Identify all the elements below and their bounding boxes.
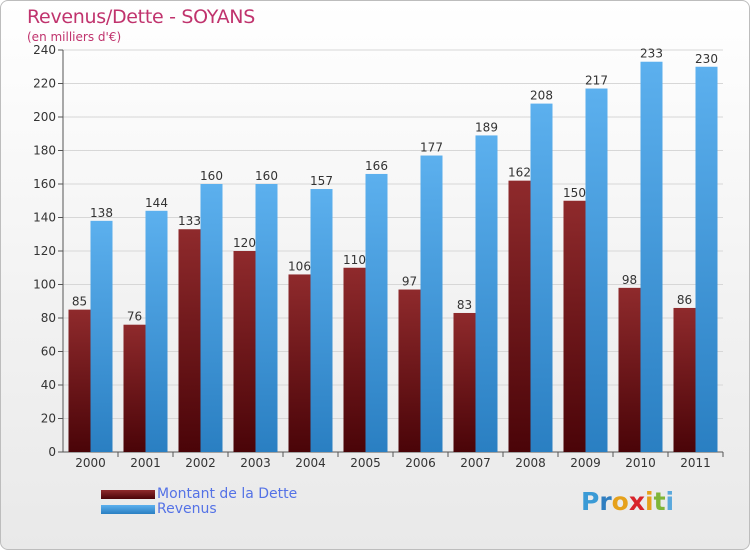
y-tick-label: 40 (41, 378, 56, 392)
x-tick-label: 2004 (295, 456, 326, 470)
data-label-revenue: 166 (365, 159, 388, 173)
legend-label-revenue: Revenus (157, 501, 217, 517)
y-tick-label: 100 (33, 278, 56, 292)
y-tick-label: 160 (33, 177, 56, 191)
logo-letter: P (581, 487, 600, 516)
bar-revenue (255, 184, 278, 452)
logo-letter: x (628, 487, 645, 516)
data-label-debt: 86 (677, 293, 692, 307)
logo-letter: r (599, 487, 612, 516)
bar-revenue (145, 210, 168, 452)
legend-swatch-debt (101, 490, 155, 499)
y-tick-label: 60 (41, 345, 56, 359)
bar-debt (563, 200, 586, 452)
data-label-debt: 98 (622, 273, 637, 287)
bar-revenue (695, 66, 718, 452)
x-tick-label: 2003 (240, 456, 271, 470)
legend-swatch-revenue (101, 505, 155, 514)
legend-item-revenue: Revenus (101, 502, 297, 517)
bar-debt (398, 289, 421, 452)
y-tick-label: 180 (33, 144, 56, 158)
bar-debt (508, 180, 531, 452)
logo-letter: i (645, 487, 654, 516)
data-label-debt: 150 (563, 186, 586, 200)
bar-revenue (90, 220, 113, 452)
data-label-debt: 120 (233, 236, 256, 250)
data-label-revenue: 217 (585, 74, 608, 88)
data-label-revenue: 230 (695, 52, 718, 66)
x-tick-label: 2005 (350, 456, 381, 470)
y-tick-label: 140 (33, 211, 56, 225)
y-tick-label: 120 (33, 244, 56, 258)
data-label-debt: 85 (72, 295, 87, 309)
data-label-debt: 133 (178, 214, 201, 228)
bar-debt (68, 309, 91, 452)
data-label-revenue: 138 (90, 206, 113, 220)
legend-item-debt: Montant de la Dette (101, 487, 297, 502)
x-tick-label: 2010 (625, 456, 656, 470)
y-tick-label: 0 (48, 445, 56, 459)
bar-revenue (530, 103, 553, 452)
logo-letter: i (665, 487, 675, 516)
y-tick-label: 240 (33, 43, 56, 57)
data-label-revenue: 189 (475, 120, 498, 134)
bar-revenue (475, 135, 498, 453)
legend-label-debt: Montant de la Dette (157, 486, 298, 502)
x-tick-label: 2008 (515, 456, 546, 470)
x-tick-label: 2000 (75, 456, 106, 470)
data-label-debt: 162 (508, 166, 531, 180)
data-label-debt: 83 (457, 298, 472, 312)
bar-debt (453, 312, 476, 452)
bar-debt (618, 287, 641, 452)
x-tick-label: 2002 (185, 456, 216, 470)
data-label-debt: 97 (402, 275, 417, 289)
bar-revenue (310, 189, 333, 452)
bar-revenue (420, 155, 443, 452)
bar-debt (123, 324, 146, 452)
y-tick-label: 220 (33, 77, 56, 91)
bar-revenue (640, 61, 663, 452)
x-tick-label: 2009 (570, 456, 601, 470)
x-tick-label: 2007 (460, 456, 491, 470)
data-label-revenue: 160 (255, 169, 278, 183)
data-label-revenue: 233 (640, 47, 663, 61)
data-label-revenue: 144 (145, 196, 168, 210)
bar-revenue (585, 88, 608, 453)
data-label-debt: 106 (288, 259, 311, 273)
chart-legend: Montant de la Dette Revenus (101, 487, 297, 517)
x-tick-label: 2006 (405, 456, 436, 470)
bar-revenue (200, 184, 223, 452)
x-tick-label: 2011 (680, 456, 711, 470)
logo-letter: t (653, 487, 666, 516)
chart-subtitle: (en milliers d'€) (27, 30, 122, 44)
x-tick-label: 2001 (130, 456, 161, 470)
bar-debt (178, 229, 201, 452)
bar-debt (233, 251, 256, 452)
bar-debt (673, 307, 696, 452)
data-label-debt: 110 (343, 253, 366, 267)
data-label-revenue: 157 (310, 174, 333, 188)
data-label-revenue: 177 (420, 141, 443, 155)
chart-title: Revenus/Dette - SOYANS (27, 6, 255, 28)
bar-revenue (365, 173, 388, 452)
proxiti-logo: Proxiti (581, 487, 674, 516)
logo-letter: o (611, 487, 629, 516)
bar-debt (343, 267, 366, 452)
y-tick-label: 80 (41, 311, 56, 325)
y-tick-label: 20 (41, 412, 56, 426)
y-tick-label: 200 (33, 110, 56, 124)
data-label-revenue: 208 (530, 89, 553, 103)
data-label-revenue: 160 (200, 169, 223, 183)
data-label-debt: 76 (127, 310, 142, 324)
bar-debt (288, 274, 311, 452)
